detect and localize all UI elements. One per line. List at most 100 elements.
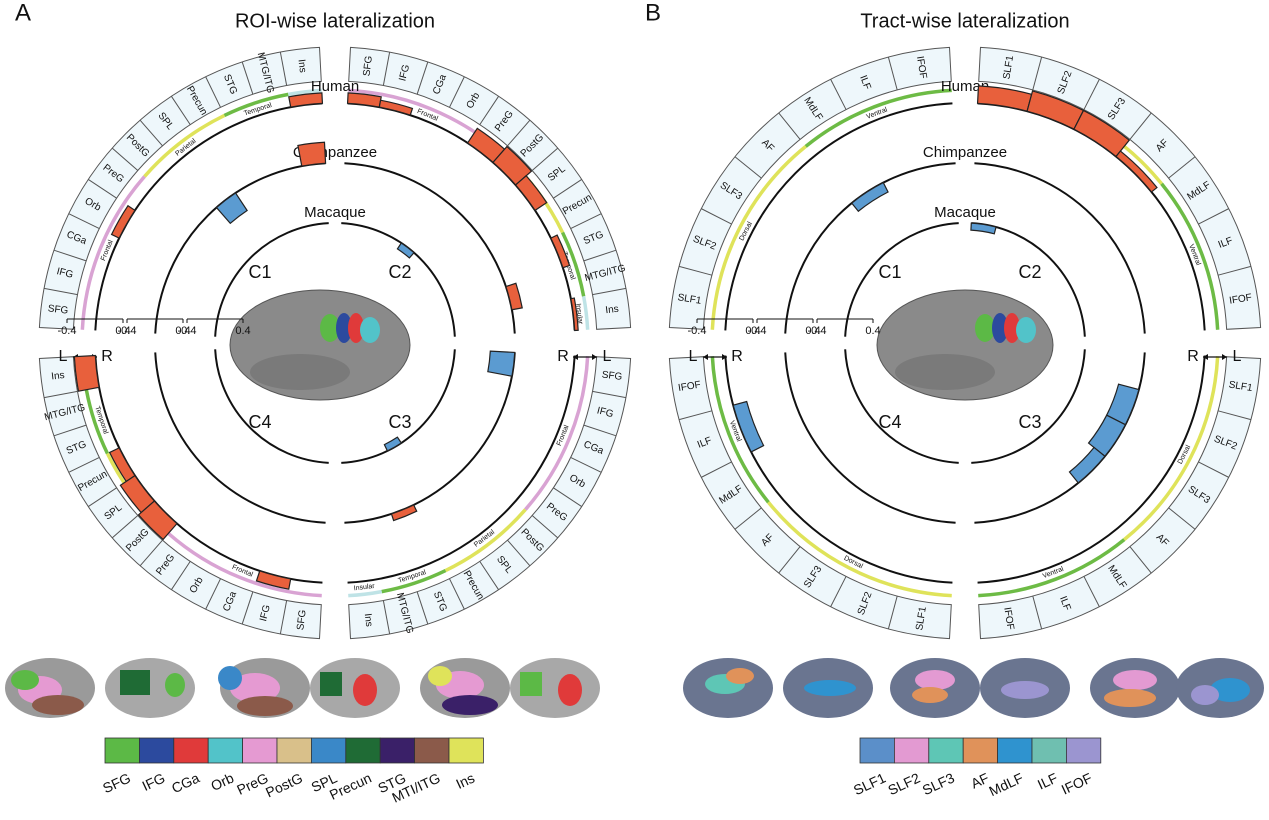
label-divider [678,410,713,421]
roi-label: IFG [397,63,412,82]
brain-center-a [229,289,411,401]
label-divider [1217,265,1252,276]
ring-arc [844,222,959,337]
label-divider [171,561,191,590]
label-divider [592,390,627,399]
roi-label: IFOF [1228,292,1252,306]
legend-label: AF [968,770,991,792]
group-band [287,88,322,97]
label-divider [570,213,602,229]
brain-center-b [876,289,1054,401]
roi-label: ILF [696,435,713,450]
label-divider [553,179,582,199]
ring-arc [347,355,576,584]
legend-label: Orb [208,769,236,793]
scale-tick-label: 0.4 [175,325,190,337]
ring-arc [94,102,323,331]
label-box [348,356,632,640]
roi-label: SFG [295,609,308,631]
label-divider [734,156,762,179]
label-divider [1198,208,1229,225]
scale-tick-label: -0.4 [748,325,767,337]
label-divider [583,249,617,262]
label-divider [382,51,391,86]
lateralization-bar [108,447,136,483]
cluster-label: C4 [878,412,901,432]
group-band [1123,356,1220,541]
legend-swatch [859,737,895,764]
label-divider [570,457,602,473]
cluster-label: C3 [1018,412,1041,432]
legend-swatch [310,737,347,764]
ring-arc [214,222,329,337]
legend-swatch [276,737,312,764]
label-divider [449,578,465,610]
legend-swatch [997,737,1033,764]
side-label: L [603,348,612,365]
lateralization-bar [346,92,382,108]
label-divider [279,51,288,86]
species-label: Chimpanzee [923,144,1007,161]
label-divider [205,76,221,108]
label-divider [1032,56,1043,91]
label-divider [507,119,531,147]
legend-swatch [138,737,175,764]
species-label: Macaque [934,204,996,221]
lateralization-bar [1068,446,1106,484]
side-label: L [689,348,698,365]
species-label: Human [311,78,359,95]
group-band [80,175,146,330]
roi-label: ILF [1217,235,1234,250]
lateralization-bar [137,500,178,541]
label-divider [88,179,117,199]
panel-title: Tract-wise lateralization [860,10,1069,32]
scale-tick-label: 0.4 [745,325,760,337]
label-divider [479,96,499,125]
legend-swatch [104,737,140,764]
label-divider [507,539,531,567]
side-label: R [557,348,569,365]
label-box [978,356,1262,640]
group-band [223,92,289,118]
ring-arc [341,222,456,337]
group-band [1160,182,1220,330]
lateralization-bar [73,354,100,392]
roi-label: IFOF [1001,606,1015,630]
group-band [710,145,807,330]
label-divider [778,112,801,140]
ring-arc [214,349,329,464]
legend-swatch [894,737,930,764]
side-arrow-head [1203,354,1227,360]
label-divider [279,600,288,635]
label-box [668,46,952,330]
label-divider [1032,595,1043,630]
roi-label: Ins [51,370,66,383]
label-divider [1083,576,1100,607]
legend-label: IFOF [1059,770,1095,798]
label-divider [1217,410,1252,421]
legend-swatch [414,737,450,764]
label-divider [531,147,559,171]
label-divider [68,457,100,473]
roi-label: ILF [857,74,872,91]
legend-swatch [207,737,243,764]
label-divider [53,249,87,262]
label-box [38,46,322,330]
label-divider [68,213,100,229]
species-label: Human [941,78,989,95]
label-divider [111,515,139,539]
ring-arc [344,352,516,524]
legend-label: PostG [263,770,305,801]
label-divider [1168,156,1196,179]
roi-label: ILF [1057,595,1072,612]
scale-tick-label: -0.4 [118,325,137,337]
lateralization-bar [110,204,136,239]
legend-swatch [379,737,416,764]
ring-arc [974,162,1146,334]
roi-label: IFOF [677,380,701,394]
label-divider [830,576,847,607]
legend-label: MdLF [986,770,1025,800]
ring-arc [724,102,953,331]
scale-tick-label: -0.4 [58,325,77,337]
